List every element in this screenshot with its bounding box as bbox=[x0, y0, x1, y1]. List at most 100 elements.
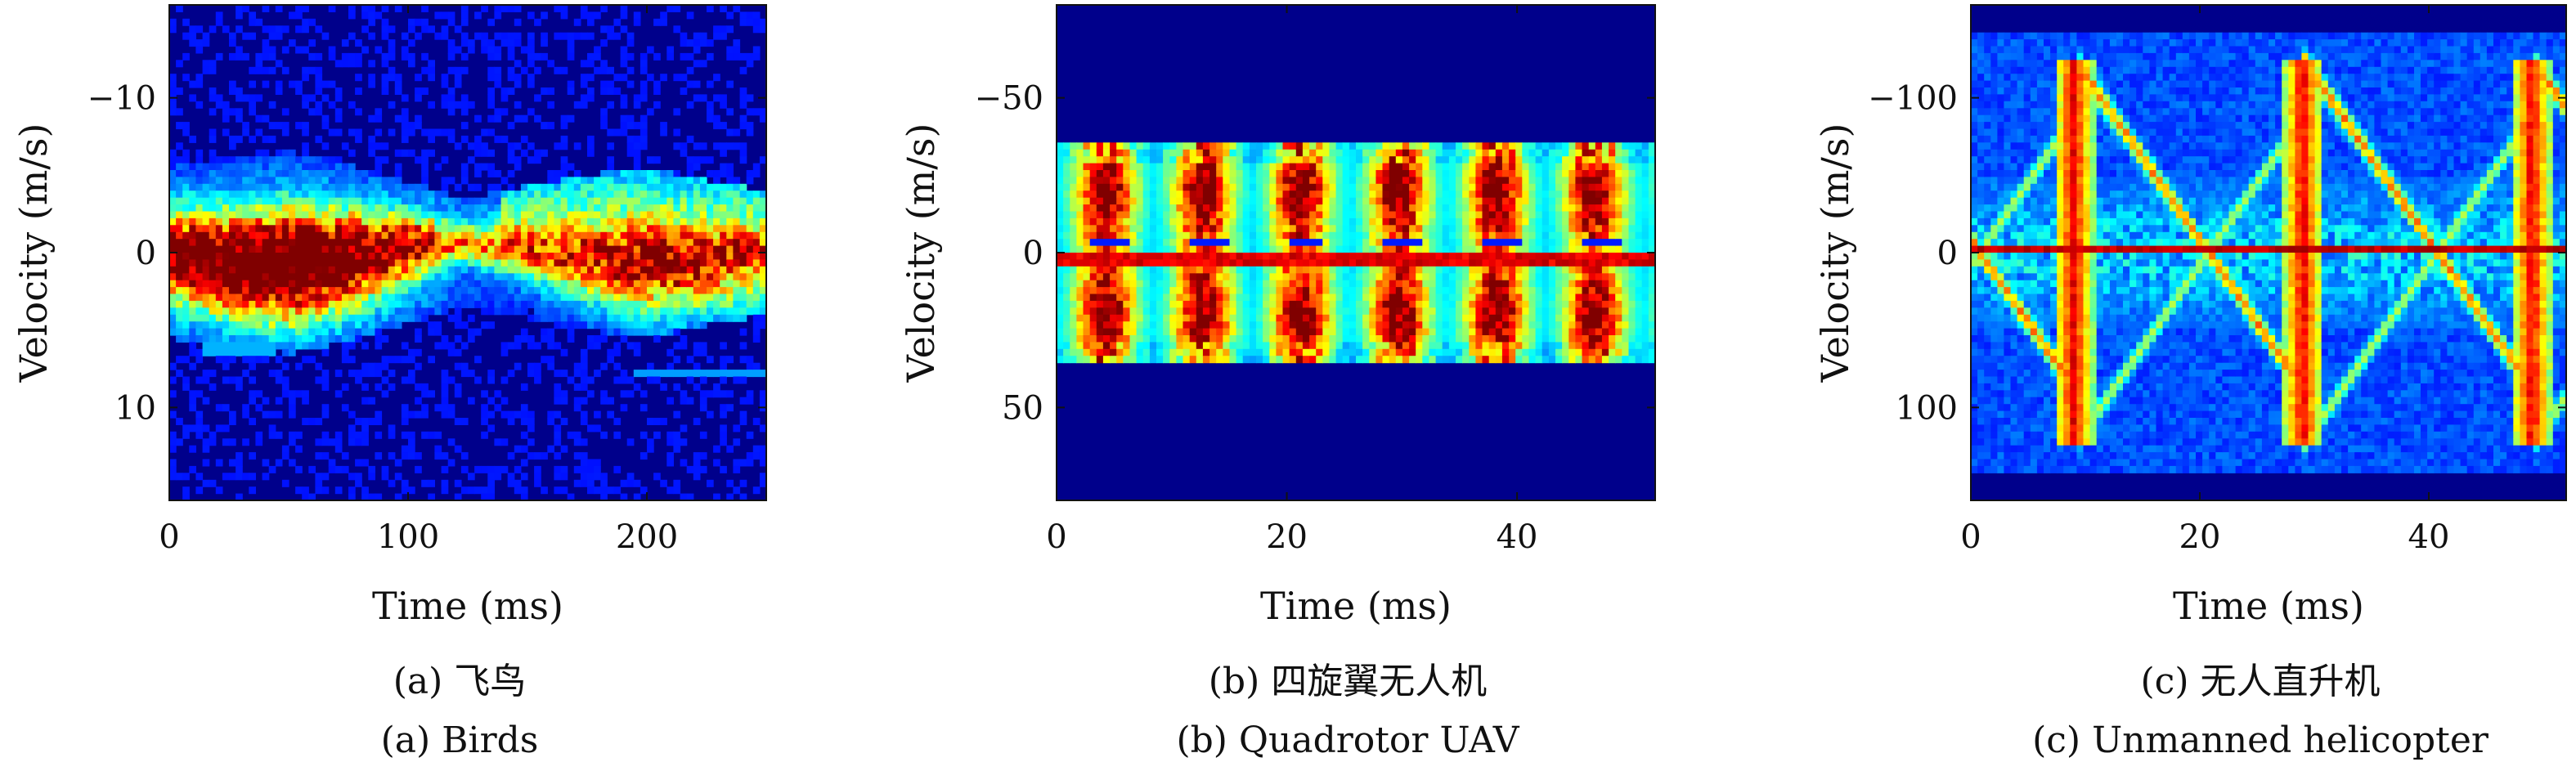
heatmap-cell bbox=[633, 163, 641, 171]
heatmap-cell bbox=[1316, 225, 1323, 233]
heatmap-cell bbox=[215, 204, 223, 213]
heatmap-cell bbox=[1249, 300, 1257, 308]
heatmap-cell bbox=[594, 177, 601, 185]
heatmap-cell bbox=[541, 266, 548, 274]
heatmap-cell bbox=[1110, 225, 1117, 233]
heatmap-cell bbox=[481, 266, 488, 274]
heatmap-cell bbox=[421, 128, 429, 137]
heatmap-cell bbox=[1196, 191, 1204, 199]
heatmap-cell bbox=[315, 253, 323, 260]
heatmap-cell bbox=[1269, 211, 1277, 219]
heatmap-cell bbox=[428, 128, 435, 137]
heatmap-cell bbox=[1102, 356, 1111, 364]
heatmap-cell bbox=[209, 170, 217, 177]
heatmap-cell bbox=[415, 211, 422, 219]
heatmap-cell bbox=[275, 225, 283, 233]
heatmap-cell bbox=[733, 266, 741, 274]
heatmap-cell bbox=[348, 32, 356, 40]
heatmap-cell bbox=[759, 108, 767, 116]
heatmap-cell bbox=[460, 39, 469, 47]
heatmap-cell bbox=[189, 280, 196, 288]
heatmap-cell bbox=[348, 321, 356, 329]
heatmap-cell bbox=[169, 438, 177, 446]
heatmap-cell bbox=[289, 225, 296, 233]
heatmap-cell bbox=[408, 314, 415, 322]
heatmap-cell bbox=[189, 404, 196, 412]
heatmap-cell bbox=[334, 108, 343, 116]
heatmap-cell bbox=[1123, 191, 1130, 199]
heatmap-cell bbox=[653, 370, 661, 378]
heatmap-cell bbox=[500, 231, 509, 240]
heatmap-cell bbox=[1183, 328, 1191, 336]
heatmap-cell bbox=[421, 266, 429, 274]
heatmap-cell bbox=[554, 217, 562, 226]
heatmap-cell bbox=[215, 459, 223, 467]
heatmap-cell bbox=[613, 376, 622, 384]
heatmap-cell bbox=[1256, 163, 1263, 171]
heatmap-cell bbox=[1063, 314, 1070, 322]
heatmap-cell bbox=[1057, 287, 1064, 295]
heatmap-cell bbox=[1070, 170, 1077, 177]
heatmap-cell bbox=[222, 287, 230, 295]
heatmap-cell bbox=[255, 266, 263, 274]
heatmap-cell bbox=[348, 266, 356, 274]
heatmap-cell bbox=[1269, 356, 1277, 364]
heatmap-cell bbox=[707, 253, 714, 260]
heatmap-cell bbox=[1236, 149, 1244, 157]
heatmap-cell bbox=[640, 294, 648, 302]
heatmap-cell bbox=[746, 94, 754, 102]
heatmap-cell bbox=[707, 273, 714, 281]
heatmap-cell bbox=[1249, 183, 1257, 191]
heatmap-cell bbox=[500, 376, 509, 384]
heatmap-cell bbox=[507, 46, 515, 54]
heatmap-cell bbox=[255, 239, 263, 247]
heatmap-cell bbox=[262, 183, 270, 191]
heatmap-cell bbox=[573, 431, 581, 439]
heatmap-cell bbox=[726, 46, 734, 54]
heatmap-cell bbox=[720, 465, 727, 473]
heatmap-cell bbox=[573, 197, 581, 205]
heatmap-cell bbox=[666, 225, 674, 233]
heatmap-cell bbox=[1202, 170, 1210, 177]
heatmap-cell bbox=[341, 294, 349, 302]
heatmap-cell bbox=[587, 142, 595, 150]
heatmap-cell bbox=[328, 438, 336, 446]
heatmap-cell bbox=[249, 94, 256, 102]
heatmap-cell bbox=[514, 32, 522, 40]
heatmap-cell bbox=[460, 300, 469, 308]
heatmap-cell bbox=[1216, 253, 1223, 260]
heatmap-cell bbox=[441, 383, 449, 391]
heatmap-cell bbox=[1189, 280, 1197, 288]
heatmap-cell bbox=[1089, 294, 1097, 302]
heatmap-cell bbox=[1342, 300, 1350, 308]
heatmap-cell bbox=[262, 211, 270, 219]
heatmap-cell bbox=[587, 307, 595, 316]
heatmap-cell bbox=[534, 273, 541, 281]
heatmap-cell bbox=[1156, 335, 1164, 343]
heatmap-cell bbox=[1057, 266, 1064, 274]
heatmap-cell bbox=[481, 418, 488, 425]
heatmap-cell bbox=[1163, 328, 1170, 336]
heatmap-cell bbox=[348, 217, 356, 226]
heatmap-cell bbox=[242, 370, 249, 378]
heatmap-cell bbox=[527, 74, 535, 82]
heatmap-cell bbox=[1083, 328, 1091, 336]
heatmap-cell bbox=[242, 177, 249, 185]
heatmap-cell bbox=[1263, 191, 1270, 199]
heatmap-cell bbox=[626, 328, 635, 336]
heatmap-cell bbox=[415, 348, 422, 356]
heatmap-cell bbox=[341, 287, 349, 295]
heatmap-cell bbox=[1309, 149, 1317, 157]
heatmap-cell bbox=[302, 390, 309, 398]
heatmap-cell bbox=[355, 321, 362, 329]
heatmap-cell bbox=[1329, 177, 1337, 185]
heatmap-cell bbox=[1295, 197, 1304, 205]
heatmap-cell bbox=[1216, 266, 1223, 274]
heatmap-cell bbox=[613, 362, 622, 370]
heatmap-cell bbox=[560, 5, 568, 12]
heatmap-cell bbox=[1176, 156, 1184, 164]
heatmap-cell bbox=[1309, 280, 1317, 288]
heatmap-cell bbox=[620, 122, 628, 130]
heatmap-cell bbox=[1136, 231, 1144, 240]
heatmap-cell bbox=[209, 183, 217, 191]
